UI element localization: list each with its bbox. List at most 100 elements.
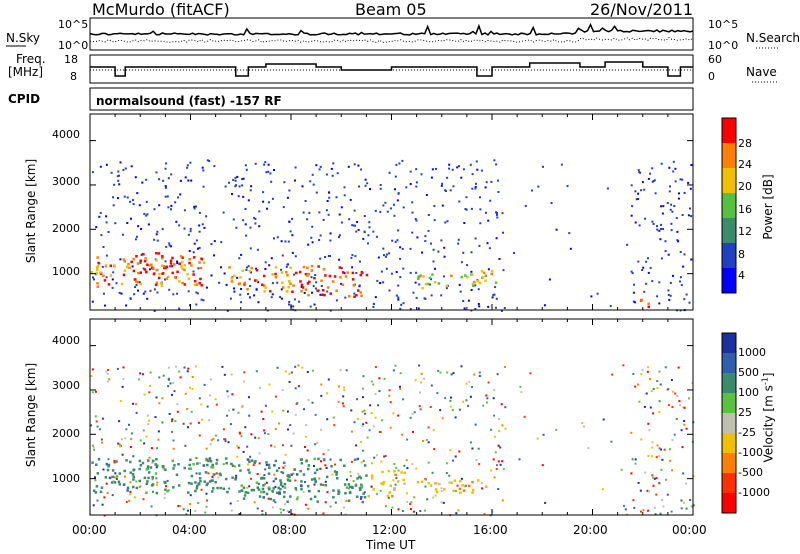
scatter-cell [647,257,649,260]
region-cell [388,491,391,494]
scatter-cell [446,176,449,179]
scatter-cell [101,265,104,268]
scatter-cell [105,254,108,257]
scatter-cell [213,254,215,257]
scatter-cell [132,203,135,206]
region-cell [190,264,193,267]
scatter-cell [487,219,490,222]
scatter-cell [288,372,291,375]
scatter-cell [198,230,201,233]
scatter-cell [660,162,663,165]
region-cell [155,491,159,495]
region-cell [248,460,251,464]
region-cell [337,489,340,492]
scatter-cell [689,207,691,210]
scatter-cell [658,455,661,458]
scatter-cell [666,388,669,391]
region-cell [317,489,321,493]
velocity-colorbar-swatch [722,353,736,373]
scatter-cell [387,496,390,499]
scatter-cell [134,286,137,288]
region-cell [111,475,114,479]
scatter-cell [328,191,330,194]
scatter-cell [167,385,170,388]
scatter-cell [133,496,136,499]
region-cell [107,465,110,468]
scatter-cell [493,293,496,296]
scatter-cell [320,428,323,431]
scatter-cell [379,489,382,492]
scatter-cell [493,159,496,162]
scatter-cell [397,229,400,232]
scatter-cell [478,375,481,377]
scatter-cell [129,481,132,484]
scatter-cell [386,210,389,213]
scatter-cell [290,371,293,374]
velocity-ytick-2000: 2000 [52,427,80,440]
scatter-cell [360,461,363,464]
scatter-cell [156,291,159,294]
scatter-cell [156,239,159,242]
scatter-cell [460,477,463,480]
scatter-cell [656,380,659,383]
region-cell [139,282,142,286]
region-cell [163,266,166,270]
scatter-cell [306,218,309,221]
scatter-cell [262,200,265,203]
scatter-cell [270,296,273,299]
scatter-cell [368,221,371,224]
scatter-cell [411,201,414,204]
scatter-cell [519,385,522,388]
scatter-cell [637,481,640,484]
region-cell [298,270,302,274]
scatter-cell [287,428,289,431]
scatter-cell [177,196,179,199]
scatter-cell [634,301,637,304]
scatter-cell [437,369,440,372]
scatter-cell [675,417,678,420]
scatter-cell [389,401,392,404]
scatter-cell [130,217,132,220]
scatter-cell [687,214,690,217]
region-cell [363,495,367,499]
scatter-cell [644,471,647,474]
scatter-cell [690,164,693,166]
scatter-cell [288,301,291,303]
region-cell [187,277,191,280]
scatter-cell [229,297,232,300]
scatter-cell [388,171,391,174]
region-cell [158,272,161,276]
scatter-cell [271,282,274,285]
scatter-cell [228,409,230,412]
scatter-cell [429,406,432,408]
scatter-cell [391,239,394,242]
scatter-cell [674,180,677,183]
scatter-cell [246,486,249,489]
scatter-cell [654,192,657,195]
scatter-cell [656,228,659,231]
scatter-cell [304,200,307,202]
nsearch-label: N.Search [746,31,800,45]
xtick-2: 08:00 [272,523,307,537]
scatter-cell [364,178,367,181]
scatter-cell [464,208,467,210]
scatter-cell [590,295,593,298]
scatter-cell [222,463,225,466]
scatter-cell [222,428,225,431]
velocity-colorbar-swatch [722,333,736,353]
scatter-cell [129,446,132,448]
scatter-cell [206,499,209,502]
scatter-cell [639,489,642,492]
scatter-cell [145,178,148,181]
scatter-cell [230,373,233,376]
freq-label: Freq. [16,52,46,66]
scatter-cell [249,226,252,229]
scatter-cell [335,196,338,199]
scatter-cell [681,446,684,449]
scatter-cell [202,169,205,172]
region-cell [241,269,244,273]
scatter-cell [374,296,377,299]
region-cell [113,481,117,484]
scatter-cell [193,242,196,245]
scatter-cell [118,291,121,294]
